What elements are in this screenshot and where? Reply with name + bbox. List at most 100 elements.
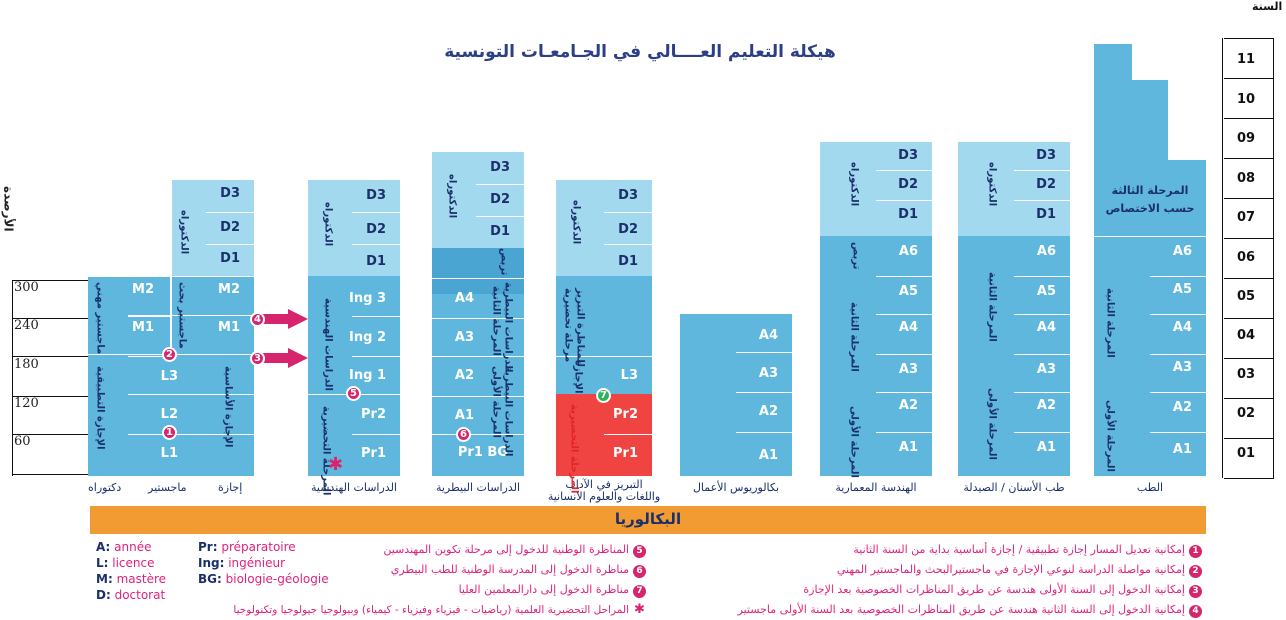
internship-label: تربص bbox=[850, 242, 862, 270]
caption-agregation-2: واللغات والعلوم الانسانية bbox=[547, 490, 661, 503]
a5-label: A5 bbox=[1036, 284, 1056, 299]
year-axis-label: السنة bbox=[1252, 0, 1283, 13]
caption-master: ماجستير bbox=[148, 481, 187, 494]
d3-label: D3 bbox=[366, 188, 386, 203]
marker-5: 5 bbox=[346, 386, 361, 401]
marker-1: 1 bbox=[162, 425, 177, 440]
d1-label: D1 bbox=[1036, 207, 1056, 222]
d1-label: D1 bbox=[618, 254, 638, 269]
prep-stage-red-label: المرحلة التحضيرية bbox=[568, 404, 580, 494]
master-research-label: ماجستير بحث bbox=[176, 282, 188, 349]
prep-stage-label: المرحلة التحضيرية bbox=[320, 406, 332, 496]
marker-2: 2 bbox=[162, 347, 177, 362]
a1-label: A1 bbox=[1036, 440, 1056, 455]
arrow-4 bbox=[252, 309, 308, 329]
a2-label: A2 bbox=[1172, 400, 1192, 415]
d2-label: D2 bbox=[220, 220, 240, 235]
year-label: 04 bbox=[1236, 328, 1256, 343]
d2-label: D2 bbox=[366, 222, 386, 237]
legend-abbr-a: A: année bbox=[96, 540, 152, 554]
a1-label: A1 bbox=[898, 440, 918, 455]
medicine-column: المرحلة الثالثة حسب الاختصاص A6 A5 A4 A3… bbox=[1094, 44, 1206, 476]
year-label: 11 bbox=[1236, 52, 1256, 67]
year-label: 10 bbox=[1236, 92, 1256, 107]
doctorate-label: الدكتوراه bbox=[178, 210, 190, 255]
credit-tick: 60 bbox=[14, 434, 31, 449]
pr2-label: Pr2 bbox=[613, 407, 638, 422]
doctorate-label: الدكتوراه bbox=[570, 200, 582, 245]
legend-item-asterisk: ✱المراحل التحضيرية العلمية (رياضيات - في… bbox=[233, 602, 645, 617]
legend-item-6: 6مناظرة الدخول إلى المدرسة الوطنية للطب … bbox=[330, 563, 646, 578]
a3-label: A3 bbox=[1172, 360, 1192, 375]
m1-rech-label: M1 bbox=[218, 320, 240, 335]
year-label: 07 bbox=[1236, 210, 1256, 225]
d2-label: D2 bbox=[490, 192, 510, 207]
caption-medicine: الطب bbox=[1136, 481, 1164, 494]
year-label: 02 bbox=[1236, 406, 1256, 421]
second-stage-vet-label: الدراسات البيطرية bbox=[502, 282, 514, 373]
a6-label: A6 bbox=[898, 244, 918, 259]
doctorate-label: الدكتوراه bbox=[322, 202, 334, 247]
doctorate-label: الدكتوراه bbox=[848, 162, 860, 207]
year-label: 08 bbox=[1236, 171, 1256, 186]
m1-label: M1 bbox=[132, 320, 154, 335]
caption-dentistry: طب الأسنان / الصيدلة bbox=[963, 481, 1065, 494]
caption-veterinary: الدراسات البيطرية bbox=[435, 481, 521, 494]
asterisk-icon: ✱ bbox=[328, 454, 344, 475]
second-stage-label: المرحلة الثانية bbox=[490, 286, 502, 356]
marker-7: 7 bbox=[596, 388, 611, 403]
l2-label: L2 bbox=[160, 407, 178, 422]
d1-label: D1 bbox=[898, 207, 918, 222]
credits-axis-label: الأرصدة bbox=[1, 186, 16, 232]
doctorate-label: الدكتوراه bbox=[986, 162, 998, 207]
d1-label: D1 bbox=[220, 251, 240, 266]
page-title: هيكلة التعليم العــــالي في الجـامعـات ا… bbox=[444, 42, 836, 62]
licence-fundamental-label: الإجازة الأساسية bbox=[222, 366, 234, 448]
prep-agreg-label: مرحلة تحضيرية bbox=[562, 288, 574, 363]
a5-label: A5 bbox=[1172, 282, 1192, 297]
a1-label: A1 bbox=[758, 448, 778, 463]
prep-agreg2-label: للمناظرة التبريز bbox=[574, 288, 586, 367]
a4-label: A4 bbox=[1036, 320, 1056, 335]
a3-label: A3 bbox=[898, 362, 918, 377]
legend-item-5: 5المناظرة الوطنية للدخول إلى مرحلة تكوين… bbox=[330, 543, 646, 558]
year-label: 09 bbox=[1236, 131, 1256, 146]
lmd-column: M2 M1 L3 L2 L1 D3 D2 D1 M2 M1 ماجستير مه… bbox=[88, 180, 254, 476]
pr1-label: Pr1 bbox=[361, 446, 386, 461]
a4-label: A4 bbox=[758, 328, 778, 343]
d1-label: D1 bbox=[490, 224, 510, 239]
dentistry-column: D3 D2 D1 A6 A5 A4 A3 A2 A1 الدكتوراه الم… bbox=[958, 142, 1070, 476]
m2-label: M2 bbox=[132, 282, 154, 297]
legend-item-4: 4إمكانية الدخول إلى السنة الثانية هندسة … bbox=[660, 603, 1202, 618]
pr1-label: Pr1 bbox=[613, 446, 638, 461]
first-stage-vet-label: الدراسات البيطرية bbox=[502, 366, 514, 457]
a4-label: A4 bbox=[1172, 320, 1192, 335]
first-stage-label: المرحلة الأولى bbox=[848, 406, 860, 478]
d3-label: D3 bbox=[220, 186, 240, 201]
marker-3: 3 bbox=[250, 351, 265, 366]
marker-6: 6 bbox=[456, 427, 471, 442]
first-stage-label: المرحلة الأولى bbox=[986, 388, 998, 460]
pr2-label: Pr2 bbox=[361, 407, 386, 422]
second-stage-label: المرحلة الثانية bbox=[1104, 288, 1116, 358]
l3-label: L3 bbox=[160, 369, 178, 384]
caption-licence: إجازة bbox=[218, 481, 243, 494]
baccalaureate-label: البكالوريا bbox=[614, 510, 682, 528]
l3-label: L3 bbox=[620, 368, 638, 383]
caption-architecture: الهندسة المعمارية bbox=[835, 481, 917, 494]
master-pro-label: ماجستير مهني bbox=[94, 282, 106, 355]
engineering-studies-label: الدراسات الهندسية bbox=[322, 298, 334, 391]
licence-label: الإجازة bbox=[572, 360, 584, 394]
caption-doctorate: دكتوراه bbox=[88, 481, 122, 494]
d3-label: D3 bbox=[618, 188, 638, 203]
credit-tick: 300 bbox=[14, 280, 39, 295]
legend-abbr-ing: Ing: ingénieur bbox=[198, 556, 286, 570]
agregation-column: D3 D2 D1 L3 Pr2 Pr1 الدكتوراه مرحلة تحضي… bbox=[556, 180, 652, 493]
a2-label: A2 bbox=[454, 368, 474, 383]
legend-abbr-pr: Pr: préparatoire bbox=[198, 540, 296, 554]
a3-label: A3 bbox=[1036, 362, 1056, 377]
ing2-label: Ing 2 bbox=[349, 330, 386, 345]
legend-item-7: 7مناظرة الدخول إلى دارالمعلمين العليا bbox=[330, 583, 646, 598]
licence-applied-label: الإجازة التطبيقية bbox=[94, 366, 106, 450]
credit-tick: 180 bbox=[14, 357, 39, 372]
